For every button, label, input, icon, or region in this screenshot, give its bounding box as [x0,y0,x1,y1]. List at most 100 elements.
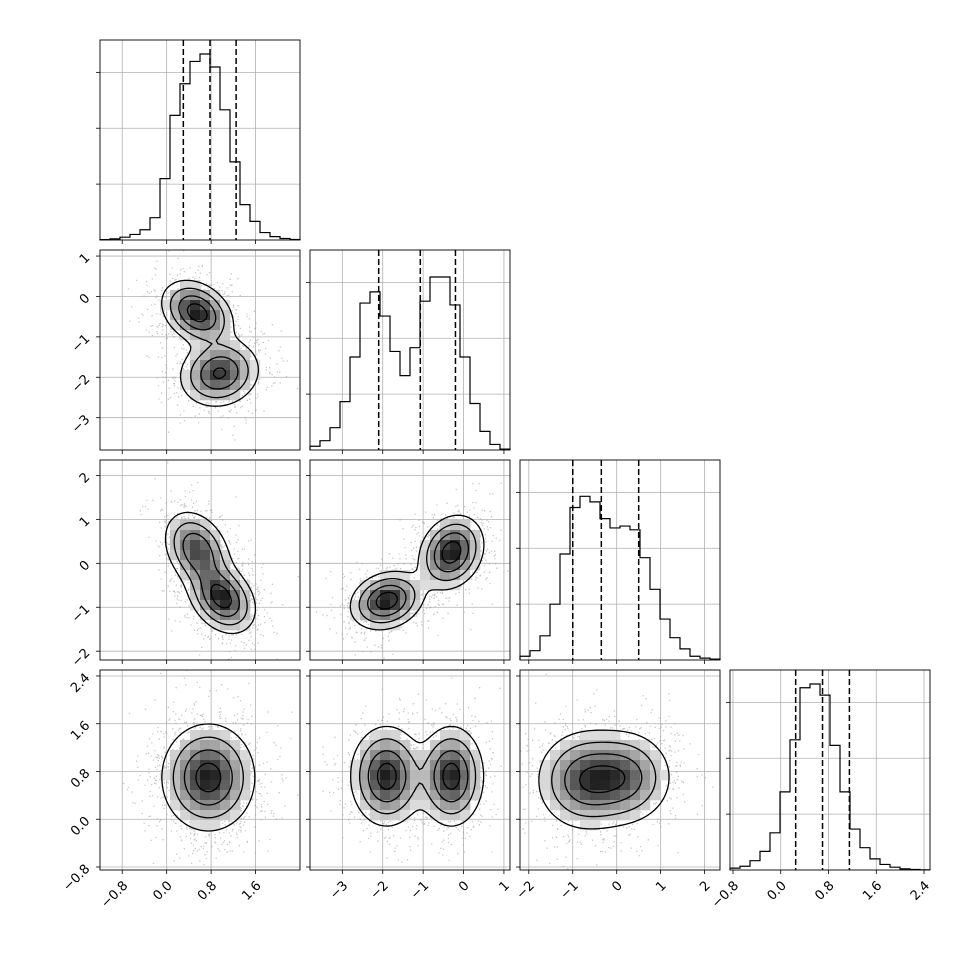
density-cell [370,780,381,791]
panel-frame [519,459,721,661]
density-cell [460,780,471,791]
density-cell [580,740,591,751]
density-cell [610,810,621,821]
density-cell [440,810,451,821]
density-cell [230,380,241,391]
density-cell [210,770,221,781]
density-cell [190,560,201,571]
density-cell [430,760,441,771]
density-cell [200,540,211,551]
density-cell [570,770,581,781]
density-cell [430,580,441,591]
density-cell [180,290,191,301]
x-tick-label: 0 [609,878,625,894]
density-cell [580,810,591,821]
density-cell [630,750,641,761]
density-cell [230,570,241,581]
density-cell [190,300,201,311]
density-cell [380,760,391,771]
density-cell [220,580,231,591]
density-cell [200,590,211,601]
histogram-panel [516,459,721,664]
density-cell [200,750,211,761]
density-cell [240,780,251,791]
x-tick-label: 0.8 [812,878,837,903]
density-cell [460,760,471,771]
density-cell [400,740,411,751]
density-cell [570,780,581,791]
density-cell [170,800,181,811]
density-cell [180,370,191,381]
density-cell [610,800,621,811]
density-cell [190,760,201,771]
density-cell [170,550,181,561]
density-panel: −3 −2 −1 0 1 [69,249,301,454]
density-cell [200,290,211,301]
density-cell [540,780,551,791]
density-cell [560,760,571,771]
density-cell [190,740,201,751]
density-cell [210,740,221,751]
contour-line [172,736,244,819]
density-cell [180,800,191,811]
density-cell [390,740,401,751]
density-cell [380,800,391,811]
density-cell [190,290,201,301]
panel-frame [309,249,511,451]
density-cell [210,610,221,621]
density-cell [560,800,571,811]
density-cell [630,810,641,821]
density-cell [360,740,371,751]
density-cell [220,810,231,821]
density-cell [230,800,241,811]
density-cell [220,300,231,311]
density-cell [590,810,601,821]
y-tick-label: 0 [77,558,93,574]
contour-line [367,750,469,803]
density-cell [350,760,361,771]
density-cell [230,590,241,601]
density-cell [540,770,551,781]
density-cell [420,580,431,591]
density-cell [360,750,371,761]
density-cell [460,810,471,821]
density-cell [170,780,181,791]
density-cell [200,310,211,321]
density-cell [610,760,621,771]
y-tick-label: 0.0 [68,814,93,839]
density-cell [220,610,231,621]
density-cell [580,820,591,831]
x-tick-label: −1 [558,878,582,902]
density-cell [600,750,611,761]
y-tick-label: −2 [69,646,93,670]
density-cell [220,380,231,391]
density-cell [390,620,401,631]
density-cell [540,760,551,771]
density-cell [590,790,601,801]
density-cell [400,570,411,581]
y-tick-label: −1 [69,332,93,356]
density-cell [230,390,241,401]
density-cell [200,350,211,361]
density-cell [640,800,651,811]
density-cell [210,350,221,361]
density-cell [210,300,221,311]
density-cell [550,750,561,761]
density-cell [220,780,231,791]
density-cell [380,730,391,741]
density-cell [220,770,231,781]
density-cell [220,310,231,321]
density-cell [220,620,231,631]
y-tick-label: 1.6 [68,718,93,743]
density-cell [370,580,381,591]
density-cell [450,550,461,561]
density-cell [350,780,361,791]
density-cell [380,580,391,591]
density-cell [370,810,381,821]
density-cell [630,770,641,781]
density-cell [580,750,591,761]
x-tick-label: 2 [697,878,713,894]
density-cell [580,800,591,811]
density-cell [460,570,471,581]
density-cell [190,360,201,371]
